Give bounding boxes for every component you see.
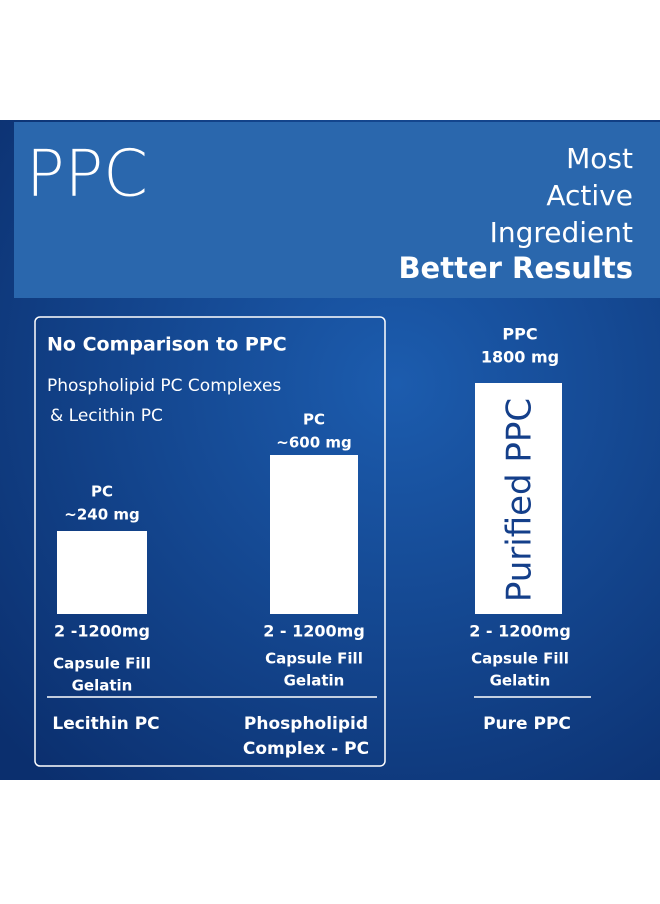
amount-label: PC	[91, 483, 113, 501]
amount-label: ~600 mg	[276, 434, 351, 452]
capsule-fill: Capsule Fill	[471, 650, 569, 668]
product-name: Pure PPC	[483, 714, 571, 734]
comparison-subheading: Phospholipid PC Complexes	[47, 376, 281, 396]
bar-label: Purified PPC	[500, 398, 540, 602]
comparison-heading: No Comparison to PPC	[47, 334, 287, 356]
dose: 2 - 1200mg	[263, 622, 365, 641]
capsule-fill: Gelatin	[284, 672, 345, 690]
tagline: Active	[546, 179, 633, 212]
highlight: Better Results	[398, 251, 633, 285]
tagline: Ingredient	[490, 216, 633, 249]
bar	[57, 531, 147, 614]
bar	[270, 455, 358, 614]
columns: PC ~240 mg 2 -1200mg Capsule Fill Gelatin Lec…	[52, 325, 571, 760]
dose: 2 -1200mg	[54, 622, 150, 641]
dose: 2 - 1200mg	[469, 622, 571, 641]
product-name: Lecithin PC	[52, 714, 159, 734]
bar	[475, 383, 562, 614]
amount-label: ~240 mg	[64, 506, 139, 524]
capsule-fill: Capsule Fill	[265, 650, 363, 668]
header-band	[14, 122, 660, 298]
title: PPC	[26, 138, 148, 212]
tagline: Most	[566, 142, 633, 175]
capsule-fill: Gelatin	[72, 677, 133, 695]
capsule-fill: Capsule Fill	[53, 655, 151, 673]
capsule-fill: Gelatin	[490, 672, 551, 690]
product-name: Phospholipid	[244, 714, 368, 734]
amount-label: PC	[303, 411, 325, 429]
product-name: Complex - PC	[243, 739, 369, 759]
comparison-subheading: & Lecithin PC	[50, 406, 163, 426]
comparison-box	[34, 316, 386, 767]
amount-label: PPC	[502, 325, 537, 344]
amount-label: 1800 mg	[481, 348, 559, 367]
